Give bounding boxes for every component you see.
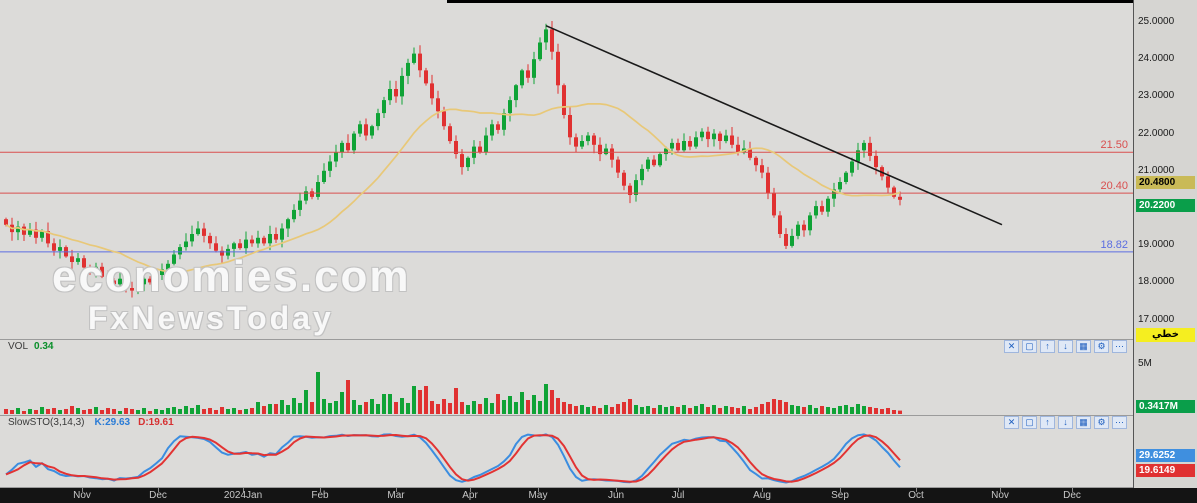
watermark-subbrand: FxNewsToday	[88, 300, 334, 336]
price-axis[interactable]: 20.4800 20.2200 خطي 5M 0.3417M 29.6252 1…	[1133, 0, 1197, 488]
time-axis-tick	[320, 488, 321, 492]
time-axis-tick	[840, 488, 841, 492]
support-level-label: 18.82	[1100, 238, 1128, 251]
move-up-icon[interactable]: ↑	[1040, 340, 1055, 353]
panel-divider	[0, 415, 1197, 416]
chart-style-button[interactable]: خطي	[1136, 328, 1195, 342]
time-axis-label: Nov	[991, 490, 1009, 501]
time-axis-label: Aug	[753, 490, 771, 501]
price-axis-tick: 18.0000	[1138, 276, 1175, 288]
time-axis-tick	[1000, 488, 1001, 492]
grid-icon[interactable]: ▦	[1076, 415, 1091, 429]
time-axis[interactable]: Nov Dec 2024Jan Feb Mar Apr May Jun Jul Aug Sep Oct…	[0, 488, 1197, 503]
time-axis-tick	[616, 488, 617, 492]
time-axis-tick	[538, 488, 539, 492]
stochastic-d-value: D:19.61	[138, 416, 174, 428]
time-axis-label: Oct	[908, 490, 924, 501]
stochastic-panel-toolbar: ✕ ▢ ↑ ↓ ▦ ⚙ ⋯	[1001, 415, 1127, 429]
time-axis-tick	[762, 488, 763, 492]
price-axis-tick: 17.0000	[1138, 313, 1175, 325]
more-options-icon[interactable]: ⋯	[1112, 415, 1127, 429]
time-axis-tick	[916, 488, 917, 492]
resistance-level-label: 20.40	[1100, 180, 1128, 193]
volume-panel-header: VOL 0.34 ✕ ▢ ↑ ↓ ▦ ⚙ ⋯	[0, 340, 1133, 353]
watermark-brand: economies.com	[52, 252, 411, 301]
window-icon[interactable]: ▢	[1022, 340, 1037, 353]
settings-icon[interactable]: ⚙	[1094, 415, 1109, 429]
time-axis-label: Nov	[73, 490, 91, 501]
stochastic-d-tag: 19.6149	[1136, 464, 1195, 477]
time-axis-label: Mar	[387, 490, 405, 501]
volume-panel-toolbar: ✕ ▢ ↑ ↓ ▦ ⚙ ⋯	[1001, 340, 1127, 353]
time-axis-tick	[678, 488, 679, 492]
volume-label: VOL	[8, 341, 29, 352]
panel-divider	[0, 339, 1197, 340]
price-axis-tick: 23.0000	[1138, 90, 1175, 102]
time-axis-tick	[396, 488, 397, 492]
time-axis-label: Sep	[831, 490, 849, 501]
more-options-icon[interactable]: ⋯	[1112, 340, 1127, 353]
time-axis-label: Dec	[1063, 490, 1081, 501]
close-icon[interactable]: ✕	[1004, 415, 1019, 429]
grid-icon[interactable]: ▦	[1076, 340, 1091, 353]
time-axis-label: Dec	[149, 490, 167, 501]
last-price-tag: 20.2200	[1136, 198, 1195, 212]
stochastic-k-tag: 29.6252	[1136, 449, 1195, 462]
settings-icon[interactable]: ⚙	[1094, 340, 1109, 353]
price-axis-tick: 21.0000	[1138, 164, 1175, 176]
panel-divider	[0, 487, 1197, 488]
move-down-icon[interactable]: ↓	[1058, 415, 1073, 429]
window-icon[interactable]: ▢	[1022, 415, 1037, 429]
stochastic-panel-header: SlowSTO(3,14,3) K:29.63 D:19.61 ✕ ▢ ↑ ↓ ▦ ⚙ ⋯	[0, 415, 1133, 429]
volume-current-value: 0.34	[34, 341, 54, 352]
move-down-icon[interactable]: ↓	[1058, 340, 1073, 353]
volume-value-tag: 0.3417M	[1136, 400, 1195, 413]
volume-axis-tick: 5M	[1138, 358, 1152, 369]
price-axis-tick: 19.0000	[1138, 239, 1175, 251]
price-axis-tick: 24.0000	[1138, 53, 1175, 65]
resistance-level-label: 21.50	[1100, 139, 1128, 152]
time-axis-label: Apr	[462, 490, 478, 501]
time-axis-label: May	[528, 490, 548, 501]
time-axis-tick	[158, 488, 159, 492]
price-chart-panel[interactable]: economies.com FxNewsToday	[0, 0, 1133, 339]
volume-bars-chart[interactable]	[0, 354, 1133, 414]
stochastic-label: SlowSTO(3,14,3)	[8, 416, 85, 428]
time-axis-label: 2024Jan	[223, 490, 263, 501]
time-axis-label: Jul	[671, 490, 685, 501]
price-axis-tick: 22.0000	[1138, 127, 1175, 139]
close-icon[interactable]: ✕	[1004, 340, 1019, 353]
stochastic-k-value: K:29.63	[94, 416, 131, 428]
price-axis-tick: 25.0000	[1138, 16, 1175, 27]
time-axis-tick	[470, 488, 471, 492]
time-axis-tick	[1072, 488, 1073, 492]
move-up-icon[interactable]: ↑	[1040, 415, 1055, 429]
ma-value-tag: 20.4800	[1136, 176, 1195, 190]
stochastic-chart[interactable]	[0, 429, 1133, 487]
time-axis-label: Feb	[311, 490, 329, 501]
candlestick-chart[interactable]	[0, 0, 1133, 339]
time-axis-tick	[243, 488, 244, 492]
time-axis-label: Jun	[607, 490, 625, 501]
time-axis-tick	[82, 488, 83, 492]
window-top-border	[447, 0, 1197, 3]
